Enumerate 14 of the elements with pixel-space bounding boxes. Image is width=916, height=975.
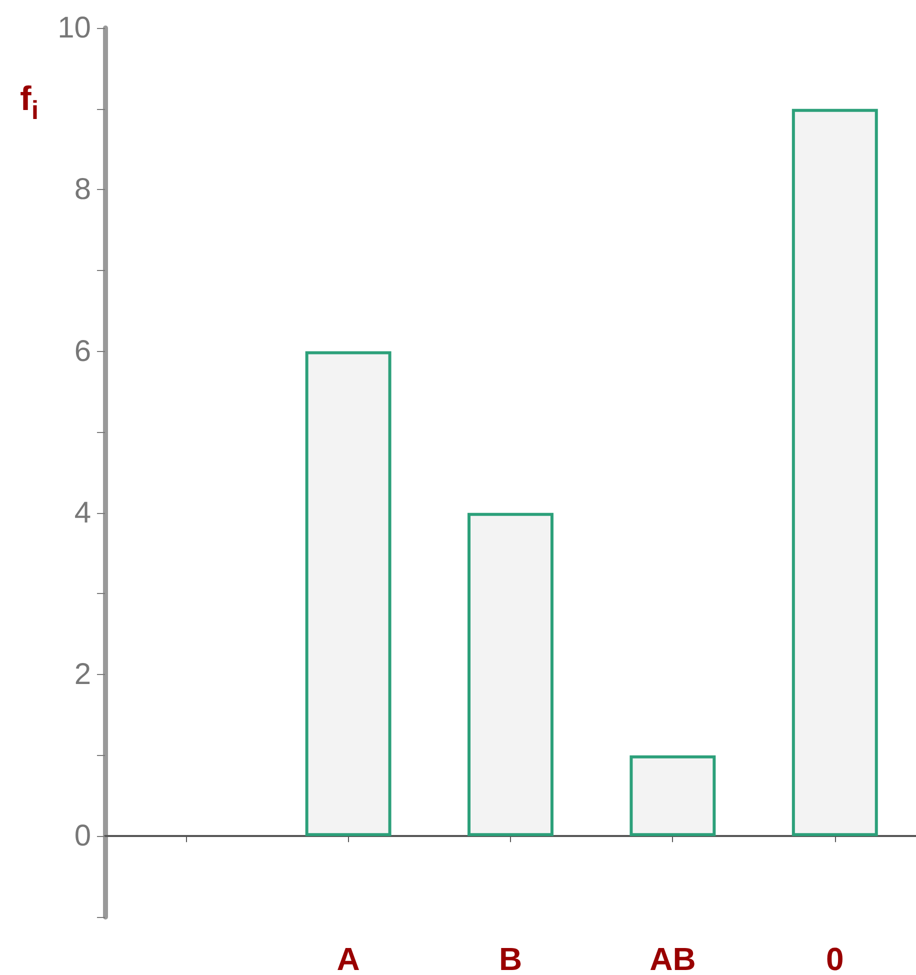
bar [630,755,716,836]
y-tick-label: 2 [74,658,91,692]
bar [305,351,392,836]
x-tick-label: AB [650,941,696,975]
bar [468,512,554,836]
y-tick-label: 6 [74,334,91,368]
y-tick-label: 4 [74,496,91,530]
x-tick-label: 0 [826,941,844,975]
y-tick-label: 0 [74,820,91,853]
x-tick-label: A [336,941,360,975]
y-tick-label: 10 [58,12,91,44]
bar [792,108,878,836]
y-tick-label: 8 [74,173,91,206]
x-tick-label: B [498,941,522,975]
